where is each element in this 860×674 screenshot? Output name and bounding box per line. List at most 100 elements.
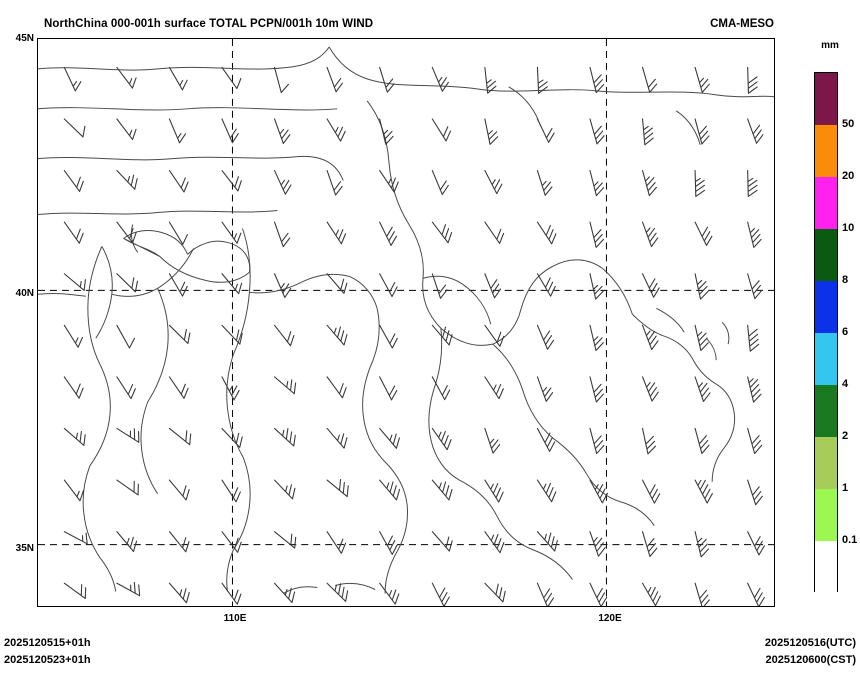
colorbar-band-6-8 <box>815 281 837 333</box>
wind-barb <box>694 324 709 352</box>
wind-barb <box>168 427 192 446</box>
wind-barb <box>589 221 604 248</box>
colorbar-unit-label: mm <box>821 40 839 51</box>
wind-barb <box>536 582 555 606</box>
colorbar-band-8-10 <box>815 229 837 281</box>
colorbar[interactable] <box>814 72 838 593</box>
wind-barb <box>589 118 605 145</box>
coastline-borders <box>38 46 774 594</box>
colorbar-band-2-4 <box>815 385 837 437</box>
wind-barb <box>326 376 347 399</box>
wind-barb <box>116 479 139 496</box>
wind-barb <box>431 118 452 142</box>
wind-barb <box>431 376 451 401</box>
wind-barb <box>274 66 289 94</box>
wind-barb <box>274 427 296 447</box>
wind-barb <box>168 66 188 91</box>
wind-barb <box>484 376 504 400</box>
graticule <box>38 39 774 606</box>
wind-barb <box>379 273 398 298</box>
wind-barb <box>589 324 604 352</box>
colorbar-band-below-0.1 <box>815 541 837 593</box>
wind-barb <box>536 376 554 402</box>
wind-barb <box>116 531 138 553</box>
wind-barb <box>536 273 556 297</box>
wind-barb <box>589 273 604 300</box>
wind-barb <box>641 324 659 351</box>
wind-barb <box>641 118 654 146</box>
page-title: NorthChina 000-001h surface TOTAL PCPN/0… <box>44 18 374 30</box>
x-tick-label-120E: 120E <box>598 613 622 624</box>
wind-barb <box>747 427 763 455</box>
wind-barb <box>274 376 297 395</box>
wind-barb <box>274 324 295 347</box>
wind-barb <box>116 66 137 89</box>
wind-barb <box>536 169 553 196</box>
wind-barb <box>63 531 88 545</box>
wind-barb <box>747 221 762 248</box>
wind-barb <box>641 582 661 606</box>
colorbar-tick-20: 20 <box>842 170 855 182</box>
wind-barb <box>116 273 138 293</box>
wind-barb <box>641 427 657 455</box>
wind-barb <box>431 169 449 196</box>
colorbar-tick-4: 4 <box>842 378 849 390</box>
wind-barb <box>484 169 503 195</box>
wind-barb <box>379 531 398 555</box>
wind-barb <box>116 118 137 141</box>
wind-barb <box>326 221 347 245</box>
wind-barb <box>641 376 659 402</box>
model-label: CMA-MESO <box>710 18 774 30</box>
wind-barb <box>326 427 348 449</box>
wind-barb <box>694 479 713 504</box>
wind-barb <box>326 273 348 294</box>
wind-barb <box>116 376 136 400</box>
wind-barb <box>641 531 658 558</box>
wind-barb <box>221 324 243 345</box>
wind-barb <box>116 581 141 597</box>
wind-barb <box>63 221 84 244</box>
wind-barb <box>536 324 555 350</box>
wind-barb <box>326 66 344 93</box>
wind-barb <box>589 169 605 197</box>
wind-barb <box>63 118 86 138</box>
wind-barb <box>221 582 242 605</box>
wind-barb <box>379 169 399 193</box>
wind-barb <box>168 324 191 345</box>
wind-barb <box>694 221 713 246</box>
colorbar-tick-6: 6 <box>842 326 849 338</box>
wind-barb <box>379 582 400 605</box>
map-canvas <box>38 39 774 606</box>
colorbar-tick-1: 1 <box>842 482 849 494</box>
wind-barb <box>431 221 453 244</box>
wind-barb <box>274 169 292 195</box>
y-tick-label-35N: 35N <box>15 543 34 554</box>
wind-barb <box>484 531 505 554</box>
wind-barb <box>694 66 710 93</box>
wind-barb <box>326 324 348 346</box>
valid-to-label: 2025120523+01h <box>4 654 91 666</box>
wind-barb <box>694 169 706 198</box>
time-utc-label: 2025120516(UTC) <box>764 637 856 649</box>
wind-barb <box>221 427 243 448</box>
wind-barb <box>536 479 557 503</box>
time-cst-label: 2025120600(CST) <box>765 654 856 666</box>
colorbar-band-10-20 <box>815 177 837 229</box>
wind-barb <box>168 169 189 193</box>
colorbar-band-0.1-1 <box>815 489 837 541</box>
wind-barb <box>747 273 763 300</box>
wind-barb <box>694 427 710 455</box>
wind-barb <box>484 273 502 299</box>
wind-barb <box>221 169 242 192</box>
wind-barb <box>116 169 138 190</box>
wind-barb <box>589 479 608 504</box>
wind-barb <box>63 427 86 446</box>
map-plot-area[interactable] <box>37 38 775 607</box>
wind-barb <box>379 118 394 145</box>
wind-barb <box>536 118 555 143</box>
valid-from-label: 2025120515+01h <box>4 637 91 649</box>
wind-barb <box>168 273 188 297</box>
wind-barb <box>168 376 189 399</box>
wind-barb <box>641 66 658 93</box>
wind-barb <box>221 479 241 503</box>
